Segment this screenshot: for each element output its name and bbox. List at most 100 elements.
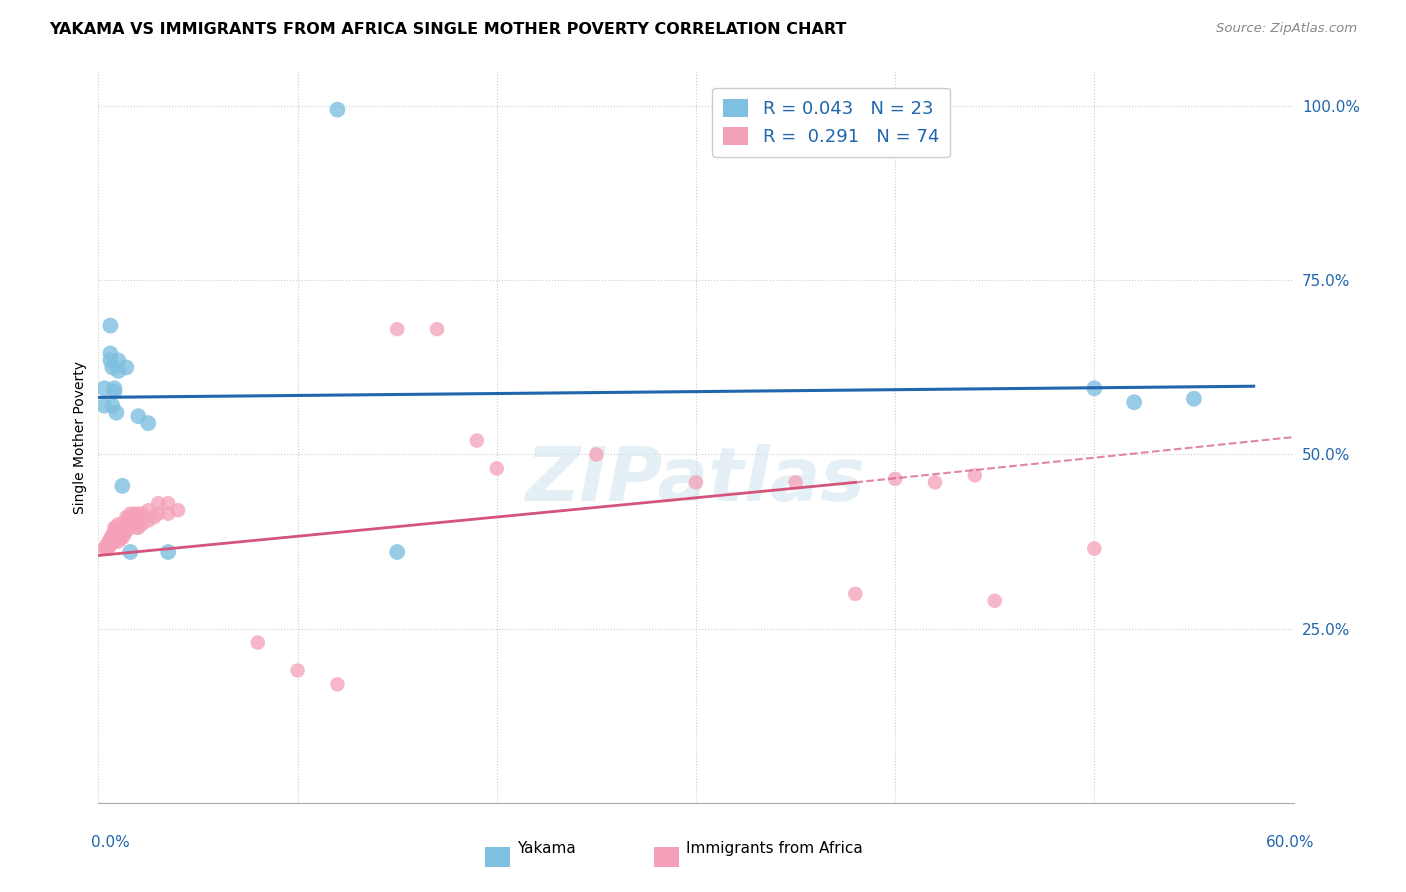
Point (96, 538, 118, 552)
Point (101, 527, 124, 541)
Point (111, 531, 134, 545)
Text: Immigrants from Africa: Immigrants from Africa (686, 841, 863, 855)
Point (1083, 381, 1105, 395)
Point (426, 322, 449, 336)
Point (101, 531, 124, 545)
Point (148, 507, 170, 521)
Point (105, 406, 128, 420)
Point (385, 545, 409, 559)
Point (167, 503, 190, 517)
Point (984, 594, 1007, 608)
Point (125, 521, 148, 535)
Point (101, 399, 124, 413)
Text: Source: ZipAtlas.com: Source: ZipAtlas.com (1216, 22, 1357, 36)
Point (117, 521, 139, 535)
Point (103, 531, 125, 545)
Point (103, 381, 125, 395)
Text: ZIPatlas: ZIPatlas (526, 444, 866, 517)
Point (98, 534, 122, 549)
Text: YAKAMA VS IMMIGRANTS FROM AFRICA SINGLE MOTHER POVERTY CORRELATION CHART: YAKAMA VS IMMIGRANTS FROM AFRICA SINGLE … (49, 22, 846, 37)
Legend: R = 0.043   N = 23, R =  0.291   N = 74: R = 0.043 N = 23, R = 0.291 N = 74 (711, 87, 950, 157)
Point (136, 416, 159, 430)
Point (125, 510, 148, 524)
Point (111, 521, 134, 535)
Point (326, 103, 349, 117)
Point (884, 472, 907, 486)
Point (97, 538, 120, 552)
Point (127, 507, 149, 521)
Point (131, 507, 153, 521)
Point (685, 475, 707, 490)
Point (103, 524, 125, 538)
Point (485, 461, 508, 475)
Point (157, 507, 180, 521)
Point (107, 517, 129, 532)
Point (112, 527, 135, 541)
Point (844, 587, 866, 601)
Point (963, 468, 986, 483)
Point (148, 496, 170, 510)
Point (326, 677, 349, 691)
Point (1083, 541, 1105, 556)
Point (585, 448, 607, 462)
Point (110, 521, 132, 535)
Point (157, 496, 180, 510)
Point (101, 534, 124, 549)
Point (124, 507, 146, 521)
Point (111, 527, 134, 541)
Point (97, 534, 120, 549)
Point (287, 664, 309, 678)
Point (107, 531, 129, 545)
Point (385, 322, 409, 336)
Point (127, 514, 149, 528)
Point (93, 399, 115, 413)
Point (110, 531, 132, 545)
Point (103, 534, 125, 549)
Point (101, 360, 124, 375)
Point (143, 510, 166, 524)
Point (127, 409, 149, 424)
Point (131, 517, 153, 532)
Point (97, 541, 120, 556)
Point (785, 475, 807, 490)
Point (121, 510, 143, 524)
Point (115, 517, 138, 532)
Point (1123, 395, 1146, 409)
Point (105, 531, 128, 545)
Text: 60.0%: 60.0% (1267, 836, 1315, 850)
Point (98, 531, 122, 545)
Point (115, 360, 138, 375)
Point (120, 517, 142, 532)
Point (246, 635, 269, 649)
Point (98, 318, 122, 333)
Point (115, 510, 138, 524)
Point (465, 434, 488, 448)
Point (96, 541, 118, 556)
Point (157, 545, 180, 559)
Point (924, 475, 946, 490)
Text: Yakama: Yakama (517, 841, 576, 855)
Point (93, 381, 115, 395)
Point (127, 521, 149, 535)
Point (98, 346, 122, 360)
Point (107, 524, 129, 538)
Point (112, 524, 135, 538)
Point (93, 541, 115, 556)
Point (124, 514, 146, 528)
Point (107, 534, 129, 549)
Point (115, 524, 138, 538)
Point (111, 517, 134, 532)
Point (103, 384, 125, 399)
Point (117, 510, 139, 524)
Text: 0.0%: 0.0% (91, 836, 131, 850)
Point (1182, 392, 1205, 406)
Point (107, 364, 129, 378)
Y-axis label: Single Mother Poverty: Single Mother Poverty (73, 360, 87, 514)
Point (121, 517, 143, 532)
Point (98, 353, 122, 368)
Point (120, 507, 142, 521)
Point (136, 514, 159, 528)
Point (107, 353, 129, 368)
Point (98, 538, 122, 552)
Point (105, 527, 128, 541)
